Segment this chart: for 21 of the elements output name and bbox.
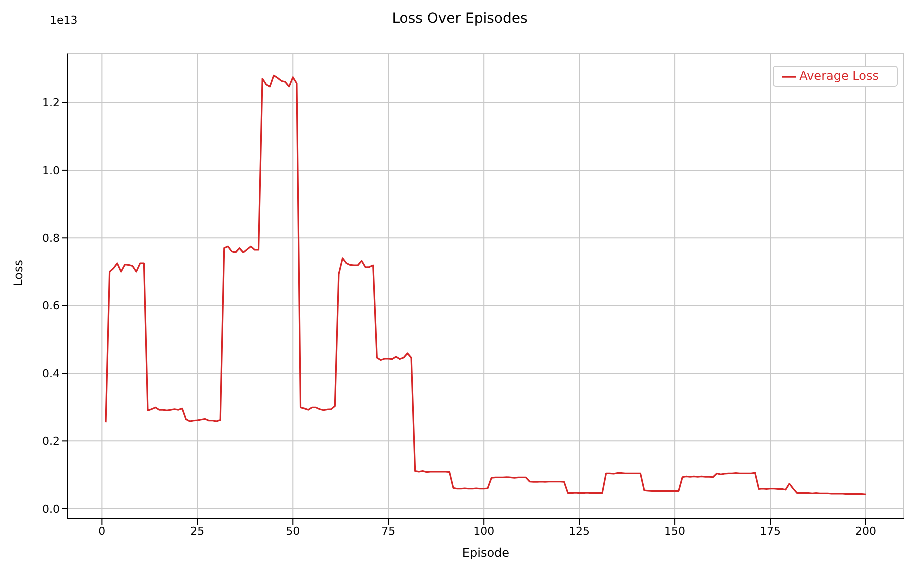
y-tick-label: 0.0 xyxy=(42,502,60,516)
y-tick-label: 0.8 xyxy=(42,232,60,246)
x-axis-title: Episode xyxy=(462,546,510,560)
y-tick-label: 0.6 xyxy=(42,300,60,313)
y-tick-label: 0.2 xyxy=(42,435,60,448)
y-tick-label: 1.0 xyxy=(42,164,60,178)
x-tick-label: 150 xyxy=(664,524,686,538)
x-tick-label: 200 xyxy=(856,524,876,538)
x-tick-label: 0 xyxy=(98,524,106,538)
x-tick-label: 100 xyxy=(474,524,495,538)
y-tick-label: 1.2 xyxy=(42,96,60,110)
x-tick-label: 175 xyxy=(760,524,782,538)
y-tick-label: 0.4 xyxy=(42,367,60,380)
x-tick-label: 25 xyxy=(190,524,205,538)
text: 1e13 xyxy=(50,14,78,27)
x-tick-label: 125 xyxy=(569,524,590,538)
y-axis-title: Loss xyxy=(11,260,26,286)
chart-title: Loss Over Episodes xyxy=(392,11,528,27)
x-tick-label: 50 xyxy=(286,524,300,538)
legend-label: Average Loss xyxy=(800,69,879,83)
x-tick-label: 75 xyxy=(382,524,396,538)
